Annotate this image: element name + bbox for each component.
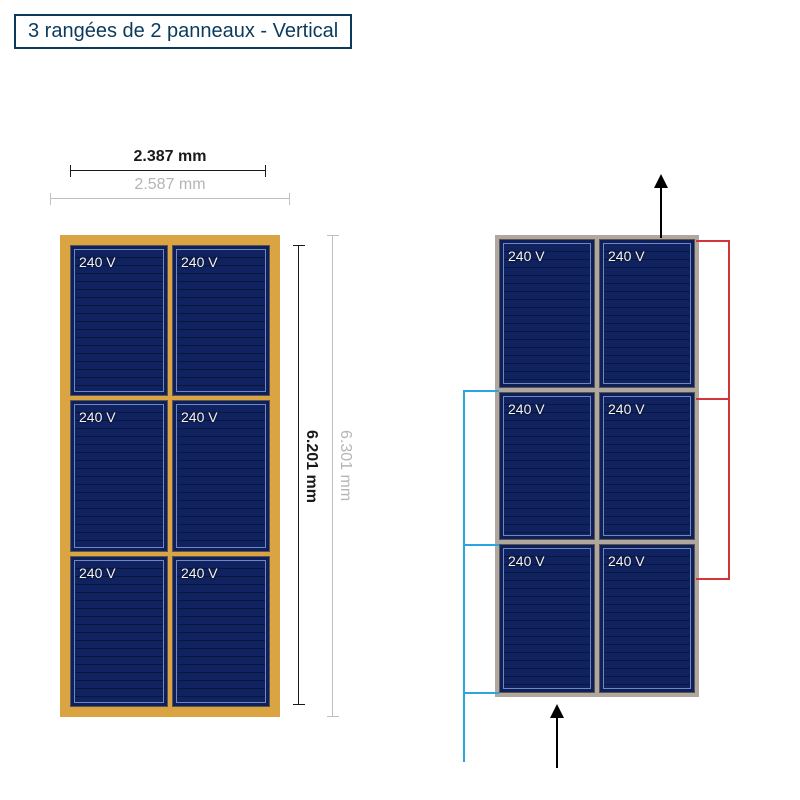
dim-height-inner-line (298, 245, 299, 705)
wire-cold (463, 544, 499, 546)
solar-panel: 240 V (172, 245, 270, 396)
panel-voltage-label: 240 V (608, 401, 645, 417)
wire-hot (696, 398, 730, 400)
wire-hot (696, 240, 730, 242)
diagram-stage: 2.387 mm 2.587 mm 240 V 240 V 240 V 240 … (0, 120, 800, 800)
wire-cold (463, 390, 465, 760)
panel-voltage-label: 240 V (79, 254, 116, 270)
panel-voltage-label: 240 V (79, 565, 116, 581)
solar-panel: 240 V (599, 392, 695, 541)
panel-voltage-label: 240 V (181, 565, 218, 581)
panel-voltage-label: 240 V (608, 248, 645, 264)
solar-panel: 240 V (70, 245, 168, 396)
panel-voltage-label: 240 V (79, 409, 116, 425)
wire-cold (463, 692, 499, 694)
solar-panel: 240 V (499, 392, 595, 541)
solar-panel: 240 V (70, 400, 168, 551)
solar-panel: 240 V (172, 556, 270, 707)
panel-grid-wiring: 240 V 240 V 240 V 240 V 240 V 240 V (495, 235, 699, 697)
inlet-arrow-icon (550, 704, 564, 718)
panel-voltage-label: 240 V (508, 401, 545, 417)
panel-voltage-label: 240 V (608, 553, 645, 569)
wire-cold (463, 760, 465, 762)
panel-voltage-label: 240 V (508, 553, 545, 569)
wire-hot (728, 240, 730, 580)
solar-panel: 240 V (70, 556, 168, 707)
wire-hot (696, 578, 730, 580)
panel-voltage-label: 240 V (181, 409, 218, 425)
outlet-arrow-stem (660, 186, 662, 238)
solar-panel: 240 V (499, 544, 595, 693)
solar-panel: 240 V (499, 239, 595, 388)
dim-height-inner-label: 6.201 mm (302, 430, 320, 503)
dim-width-outer-line (50, 198, 290, 199)
dim-height-outer-line (332, 235, 333, 717)
solar-panel: 240 V (172, 400, 270, 551)
dim-width-inner-label: 2.387 mm (70, 148, 270, 166)
inlet-arrow-stem (556, 716, 558, 768)
dim-width-outer-label: 2.587 mm (50, 176, 290, 194)
dim-width-inner-line (70, 170, 266, 171)
config-title: 3 rangées de 2 panneaux - Vertical (14, 14, 352, 49)
panel-voltage-label: 240 V (181, 254, 218, 270)
dim-height-outer-label: 6.301 mm (336, 430, 354, 501)
solar-panel: 240 V (599, 544, 695, 693)
wire-cold (463, 390, 499, 392)
solar-panel: 240 V (599, 239, 695, 388)
panel-voltage-label: 240 V (508, 248, 545, 264)
panel-grid-dimensioned: 240 V 240 V 240 V 240 V 240 V 240 V (60, 235, 280, 717)
outlet-arrow-icon (654, 174, 668, 188)
